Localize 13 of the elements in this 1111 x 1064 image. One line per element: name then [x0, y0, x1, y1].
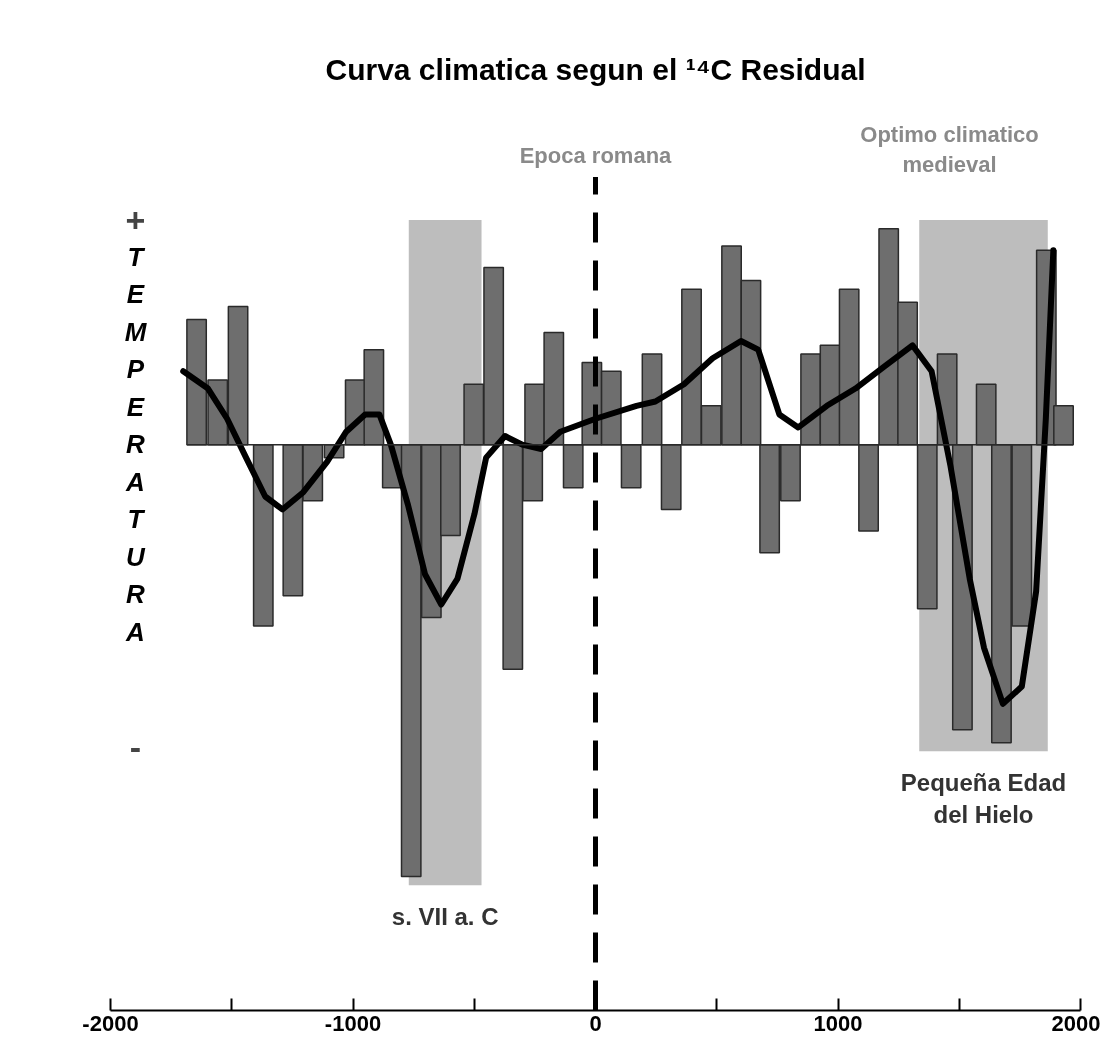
x-tick-label: 0 [589, 1010, 602, 1036]
band-label: Pequeña Edad del Hielo [900, 768, 1067, 829]
band-label: s. VII a. C [391, 902, 499, 930]
annotation: - [129, 727, 142, 766]
x-tick-label: 2000 [1051, 1010, 1101, 1036]
annotation: + [125, 200, 146, 239]
x-tick-label: 1000 [813, 1010, 863, 1036]
ref-line-label: Epoca romana [519, 143, 673, 169]
x-tick-label: -1000 [324, 1010, 382, 1036]
text: TEMPERATURA [124, 241, 147, 647]
chart-title: Curva climatica segun el ¹⁴C Residual [325, 52, 866, 86]
x-tick-label: -2000 [82, 1010, 139, 1036]
text: Optimo climatico medieval [860, 121, 1039, 177]
